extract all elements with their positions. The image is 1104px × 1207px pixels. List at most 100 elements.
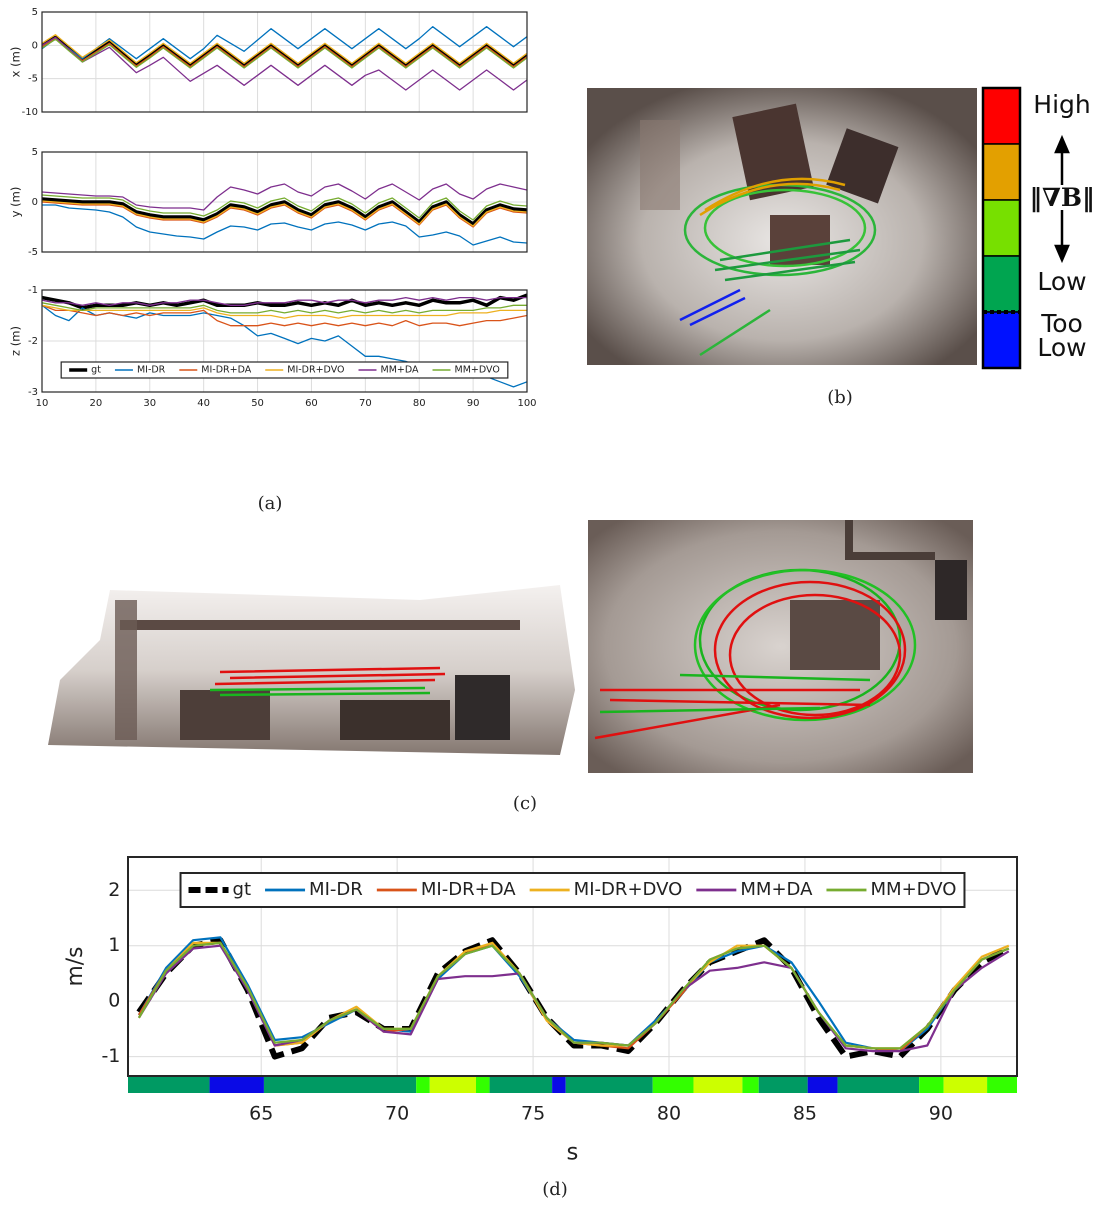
colorbar-swatch bbox=[982, 255, 1021, 313]
y-tick-label: -5 bbox=[28, 74, 38, 85]
legend-label: MM+DA bbox=[381, 365, 420, 376]
legend-label: MM+DVO bbox=[455, 365, 500, 376]
series-line bbox=[42, 26, 527, 60]
chart: 65 70 75 80 85 90 -1 0 1 2 m/s s gt MI-DR MI-DR+DA MI-D… bbox=[63, 856, 1018, 1166]
legend-label: MI-DR bbox=[309, 879, 363, 900]
y-tick-label: -5 bbox=[28, 247, 38, 258]
series-line bbox=[137, 944, 1010, 1053]
x-tick-label: 60 bbox=[305, 398, 318, 409]
state-segment bbox=[943, 1076, 988, 1093]
series-line bbox=[42, 304, 527, 319]
legend-label: MI-DR bbox=[137, 365, 166, 376]
state-segment bbox=[693, 1076, 743, 1093]
state-segment bbox=[987, 1076, 1017, 1093]
x-tick-label: 80 bbox=[657, 1102, 681, 1124]
y-axis-label: x (m) bbox=[9, 47, 23, 78]
x-tick-label: 75 bbox=[521, 1102, 545, 1124]
colorbar-swatch bbox=[982, 311, 1021, 369]
legend-label: MI-DR+DVO bbox=[287, 365, 344, 376]
legend-box bbox=[60, 361, 509, 379]
caption: (d) bbox=[542, 1179, 568, 1200]
y-tick-label: 5 bbox=[32, 7, 38, 18]
state-segment bbox=[489, 1076, 553, 1093]
series-line bbox=[42, 34, 527, 64]
legend-label: MI-DR+DA bbox=[201, 365, 251, 376]
series-line bbox=[42, 304, 527, 327]
x-tick-label: 50 bbox=[251, 398, 264, 409]
axes-frame bbox=[41, 11, 528, 113]
colorbar-label: Low bbox=[1037, 267, 1087, 296]
colorbar-swatch bbox=[982, 87, 1021, 145]
y-tick-label: 2 bbox=[108, 879, 120, 901]
series-line bbox=[42, 34, 527, 68]
colorbar-swatch bbox=[982, 143, 1021, 201]
state-segment bbox=[429, 1076, 476, 1093]
caption: (c) bbox=[513, 793, 537, 814]
y-tick-label: 0 bbox=[32, 197, 38, 208]
series-line bbox=[42, 302, 527, 314]
axes-frame bbox=[41, 151, 528, 253]
y-tick-label: -1 bbox=[28, 285, 38, 296]
series-line bbox=[136, 937, 1011, 1060]
series-line bbox=[42, 204, 527, 246]
legend-label: MI-DR+DVO bbox=[574, 879, 683, 900]
x-tick-label: 90 bbox=[929, 1102, 953, 1124]
point-cloud-b bbox=[587, 88, 977, 365]
x-tick-label: 65 bbox=[249, 1102, 273, 1124]
x-axis-label: s bbox=[567, 1140, 579, 1166]
state-segment bbox=[807, 1076, 838, 1093]
state-segment bbox=[742, 1076, 759, 1093]
point-cloud-c-top bbox=[588, 520, 973, 773]
series-line bbox=[42, 200, 527, 227]
series-line bbox=[42, 201, 527, 228]
series-line bbox=[137, 941, 1010, 1050]
x-tick-label: 90 bbox=[467, 398, 480, 409]
x-tick-label: 20 bbox=[90, 398, 103, 409]
legend: gt MI-DR MI-DR+DA MI-DR+DVO MM+DA MM+DVO bbox=[179, 872, 966, 908]
y-tick-label: 1 bbox=[108, 934, 120, 956]
y-axis-label: z (m) bbox=[9, 326, 23, 356]
legend-label: gt bbox=[91, 365, 101, 376]
y-tick-label: 0 bbox=[32, 40, 38, 51]
state-segment bbox=[475, 1076, 490, 1093]
x-tick-label: 100 bbox=[517, 398, 536, 409]
y-tick-label: 5 bbox=[32, 147, 38, 158]
state-segment bbox=[263, 1076, 417, 1093]
axes-frame bbox=[127, 856, 1018, 1077]
state-segment bbox=[837, 1076, 920, 1093]
state-segment bbox=[416, 1076, 430, 1093]
axes-frame bbox=[41, 289, 528, 393]
colorbar-label: Too Low bbox=[1037, 309, 1087, 362]
state-segment bbox=[128, 1076, 210, 1093]
colorbar-swatch bbox=[982, 199, 1021, 257]
series-line bbox=[42, 38, 527, 69]
state-segment bbox=[758, 1076, 808, 1093]
y-tick-label: 0 bbox=[108, 990, 120, 1012]
x-tick-label: 10 bbox=[36, 398, 49, 409]
colorbar-frame bbox=[981, 86, 1022, 370]
state-segment bbox=[919, 1076, 944, 1093]
x-tick-label: 30 bbox=[143, 398, 156, 409]
colorbar bbox=[981, 86, 1022, 370]
series-line bbox=[42, 36, 527, 91]
colorbar-arrows bbox=[1054, 134, 1070, 264]
series-line bbox=[42, 197, 527, 226]
y-axis-label: m/s bbox=[63, 946, 88, 986]
y-tick-label: -1 bbox=[101, 1045, 120, 1067]
y-tick-label: -10 bbox=[22, 107, 38, 118]
colorbar-label: High bbox=[1033, 90, 1091, 119]
legend-label: MM+DA bbox=[740, 879, 813, 900]
y-tick-label: -2 bbox=[28, 336, 38, 347]
legend-label: gt bbox=[233, 879, 252, 900]
caption: (b) bbox=[827, 387, 853, 408]
legend: gt MI-DR MI-DR+DA MI-DR+DVO MM+DA MM+DVO bbox=[60, 361, 509, 379]
state-segment bbox=[552, 1076, 566, 1093]
y-axis-label: y (m) bbox=[9, 187, 23, 218]
legend-label: MI-DR+DA bbox=[421, 879, 516, 900]
point-cloud-c-side bbox=[48, 585, 575, 755]
chart: -5 0 5 y (m) bbox=[9, 147, 528, 258]
x-tick-label: 70 bbox=[385, 1102, 409, 1124]
y-tick-label: -3 bbox=[28, 387, 38, 398]
